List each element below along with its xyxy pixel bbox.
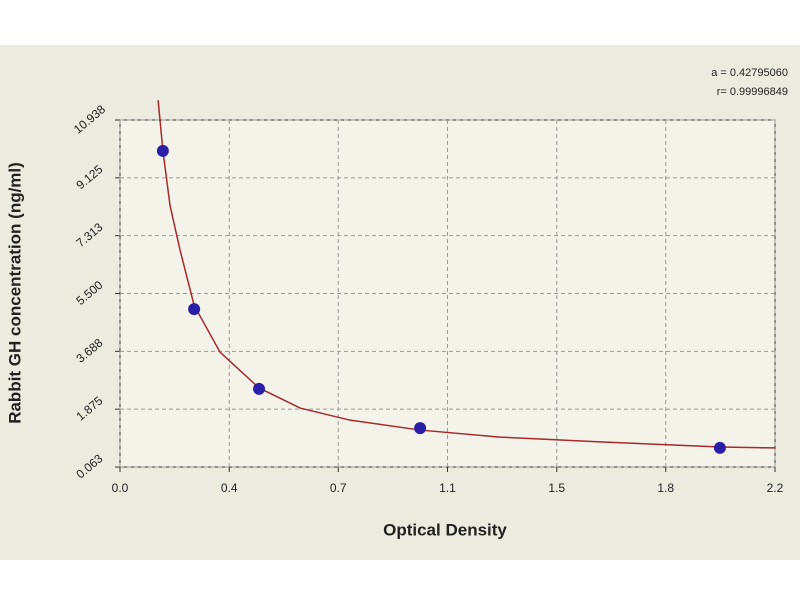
x-tick-label: 1.1	[439, 481, 456, 495]
x-tick-label: 1.5	[548, 481, 565, 495]
x-tick-label: 0.4	[221, 481, 238, 495]
data-point	[414, 422, 427, 435]
fit-curve	[157, 100, 776, 449]
x-tick-label: 2.2	[767, 481, 784, 495]
annotation: r= 0.99996849	[717, 86, 788, 98]
x-tick-label: 1.8	[657, 481, 674, 495]
y-axis-label: Rabbit GH concentration (ng/ml)	[5, 162, 24, 424]
x-tick-label: 0.0	[112, 481, 129, 495]
data-point	[156, 144, 169, 157]
data-point	[188, 303, 201, 316]
x-tick-label: 0.7	[330, 481, 347, 495]
data-point	[253, 382, 266, 395]
data-point	[713, 441, 726, 454]
annotation: a = 0.42795060	[711, 67, 788, 79]
x-axis-label: Optical Density	[383, 520, 507, 539]
